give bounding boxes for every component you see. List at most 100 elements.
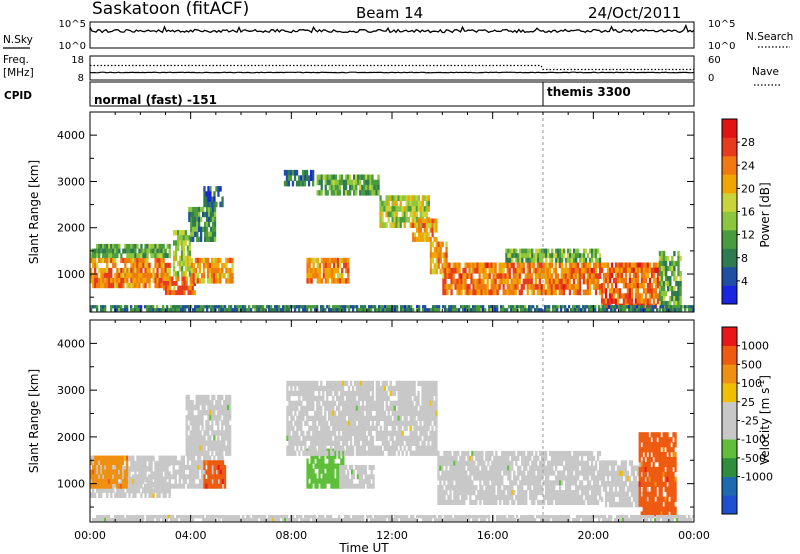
data-cell: [507, 499, 510, 505]
data-cell: [445, 257, 448, 264]
data-cell: [521, 248, 524, 254]
data-cell: [207, 415, 210, 421]
data-cell: [369, 380, 372, 387]
data-cell: [423, 400, 426, 406]
data-cell: [322, 390, 325, 397]
data-cell: [578, 278, 582, 285]
data-cell: [341, 405, 345, 411]
data-cell: [90, 272, 93, 279]
data-cell: [334, 448, 337, 454]
data-cell: [164, 267, 167, 274]
data-cell: [221, 483, 224, 489]
data-cell: [209, 440, 212, 446]
data-cell: [191, 404, 194, 411]
data-cell: [158, 257, 161, 264]
data-cell: [523, 465, 526, 471]
data-cell: [312, 445, 315, 451]
data-cell: [175, 245, 178, 251]
data-cell: [186, 250, 190, 256]
data-cell: [568, 267, 572, 274]
data-cell: [361, 425, 365, 431]
data-cell: [262, 308, 265, 312]
data-cell: [564, 262, 568, 269]
data-cell: [484, 267, 487, 274]
data-cell: [393, 216, 396, 223]
data-cell: [336, 385, 339, 392]
data-cell: [600, 288, 604, 294]
data-cell: [471, 465, 474, 471]
data-cell: [209, 483, 212, 489]
data-cell: [544, 273, 547, 279]
data-cell: [515, 494, 518, 501]
data-cell: [369, 184, 372, 191]
data-cell: [169, 290, 172, 296]
data-cell: [550, 262, 553, 269]
data-cell: [326, 405, 329, 411]
data-cell: [304, 435, 307, 441]
data-cell: [669, 281, 672, 287]
data-cell: [174, 460, 177, 466]
data-cell: [497, 485, 500, 491]
data-cell: [351, 445, 355, 451]
data-cell: [646, 283, 650, 289]
data-cell: [493, 470, 496, 476]
data-cell: [312, 395, 315, 402]
data-cell: [121, 455, 125, 461]
data-cell: [172, 460, 175, 466]
data-cell: [187, 415, 190, 421]
data-cell: [334, 435, 337, 441]
data-cell: [328, 430, 331, 436]
data-cell: [318, 405, 321, 411]
data-cell: [108, 243, 111, 249]
colorbar-swatch: [722, 174, 737, 194]
data-cell: [572, 273, 576, 279]
data-cell: [389, 211, 392, 218]
data-cell: [201, 415, 204, 421]
data-cell: [328, 458, 331, 464]
data-cell: [104, 257, 107, 264]
data-cell: [178, 266, 182, 272]
data-cell: [425, 395, 428, 402]
data-cell: [402, 305, 405, 309]
data-cell: [194, 257, 197, 264]
data-cell: [202, 262, 206, 269]
noise-right-tick-bottom: 10^0: [708, 41, 735, 52]
data-cell: [361, 400, 365, 406]
data-cell: [675, 260, 678, 267]
data-cell: [624, 293, 628, 299]
data-cell: [191, 430, 194, 436]
data-cell: [221, 435, 224, 441]
data-cell: [471, 460, 474, 466]
data-cell: [102, 308, 105, 312]
data-cell: [334, 440, 337, 446]
data-cell: [435, 410, 438, 416]
data-cell: [132, 257, 135, 264]
data-cell: [471, 455, 474, 461]
data-cell: [405, 425, 408, 431]
data-cell: [487, 490, 490, 496]
data-cell: [437, 450, 440, 457]
data-cell: [393, 400, 396, 406]
data-cell: [482, 278, 485, 285]
data-cell: [207, 399, 210, 406]
data-cell: [543, 248, 546, 254]
data-cell: [135, 483, 139, 489]
data-cell: [244, 305, 247, 309]
data-cell: [435, 241, 438, 248]
data-cell: [616, 277, 620, 284]
data-cell: [485, 499, 488, 505]
data-cell: [486, 262, 489, 269]
data-cell: [339, 425, 343, 431]
data-cell: [334, 425, 337, 431]
data-cell: [185, 440, 188, 446]
data-cell: [312, 385, 315, 392]
data-cell: [290, 420, 293, 426]
data-cell: [478, 278, 481, 285]
data-cell: [328, 435, 331, 441]
data-cell: [469, 485, 472, 491]
data-cell: [314, 380, 317, 387]
data-cell: [518, 262, 521, 269]
data-cell: [506, 278, 509, 285]
data-cell: [347, 483, 350, 489]
data-cell: [586, 289, 590, 296]
